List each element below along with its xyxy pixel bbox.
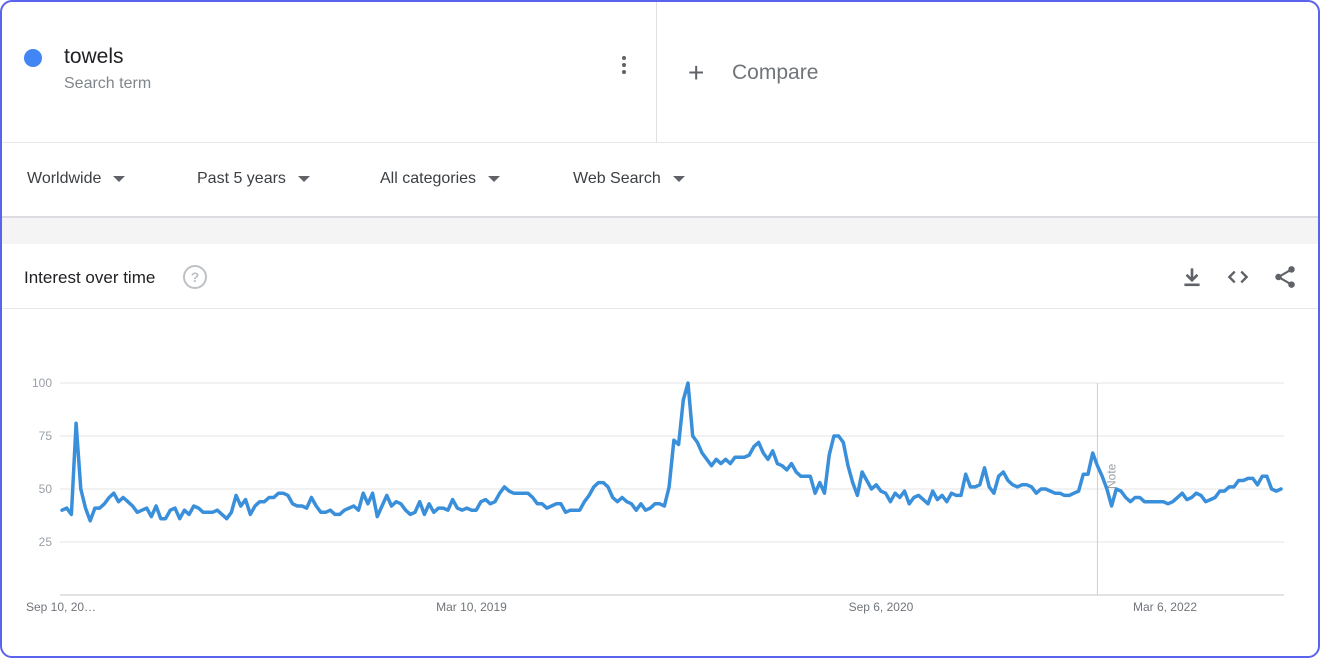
chart-area: 25 50 75 100 Note Sep 10, 20… Mar 10, 2019 Sep …: [2, 309, 1318, 656]
search-term-card[interactable]: towels Search term: [2, 2, 657, 142]
search-type-filter-label: Web Search: [573, 170, 661, 187]
y-tick-label: 75: [39, 429, 53, 443]
series-line: [60, 381, 1283, 523]
search-type-filter[interactable]: Web Search: [573, 170, 685, 188]
compare-button[interactable]: + Compare: [688, 58, 818, 88]
y-tick-label: 50: [39, 482, 53, 496]
x-tick-label: Sep 10, 20…: [26, 600, 96, 614]
plus-icon: +: [688, 57, 705, 88]
term-type: Search term: [64, 75, 152, 92]
download-icon[interactable]: [1179, 264, 1205, 290]
note-label: Note: [1104, 463, 1118, 489]
term-row: towels Search term + Compare: [2, 2, 1318, 143]
time-range-filter-label: Past 5 years: [197, 170, 286, 187]
term-color-dot: [24, 49, 42, 67]
chevron-down-icon: [297, 176, 310, 182]
chevron-down-icon: [488, 176, 501, 182]
y-tick-label: 100: [32, 376, 52, 390]
location-filter[interactable]: Worldwide: [27, 170, 126, 188]
category-filter[interactable]: All categories: [380, 170, 501, 188]
location-filter-label: Worldwide: [27, 170, 102, 187]
y-tick-label: 25: [39, 535, 53, 549]
category-filter-label: All categories: [380, 170, 477, 187]
term-name[interactable]: towels: [64, 45, 124, 68]
chevron-down-icon: [672, 176, 685, 182]
time-range-filter[interactable]: Past 5 years: [197, 170, 310, 188]
chart-card-header: Interest over time ?: [2, 244, 1318, 309]
more-options-icon[interactable]: [614, 56, 634, 80]
embed-code-icon[interactable]: [1225, 264, 1251, 290]
share-icon[interactable]: [1272, 264, 1298, 290]
interest-over-time-chart: 25 50 75 100 Note Sep 10, 20… Mar 10, 2019 Sep …: [26, 376, 1284, 614]
chevron-down-icon: [113, 176, 126, 182]
compare-label: Compare: [732, 61, 819, 84]
section-divider: [2, 218, 1318, 244]
help-circle-icon[interactable]: ?: [183, 265, 207, 289]
filter-bar: Worldwide Past 5 years All categories We…: [2, 143, 1318, 218]
x-tick-label: Sep 6, 2020: [849, 600, 914, 614]
x-tick-label: Mar 6, 2022: [1133, 600, 1197, 614]
x-tick-label: Mar 10, 2019: [436, 600, 507, 614]
chart-title: Interest over time: [24, 268, 156, 287]
